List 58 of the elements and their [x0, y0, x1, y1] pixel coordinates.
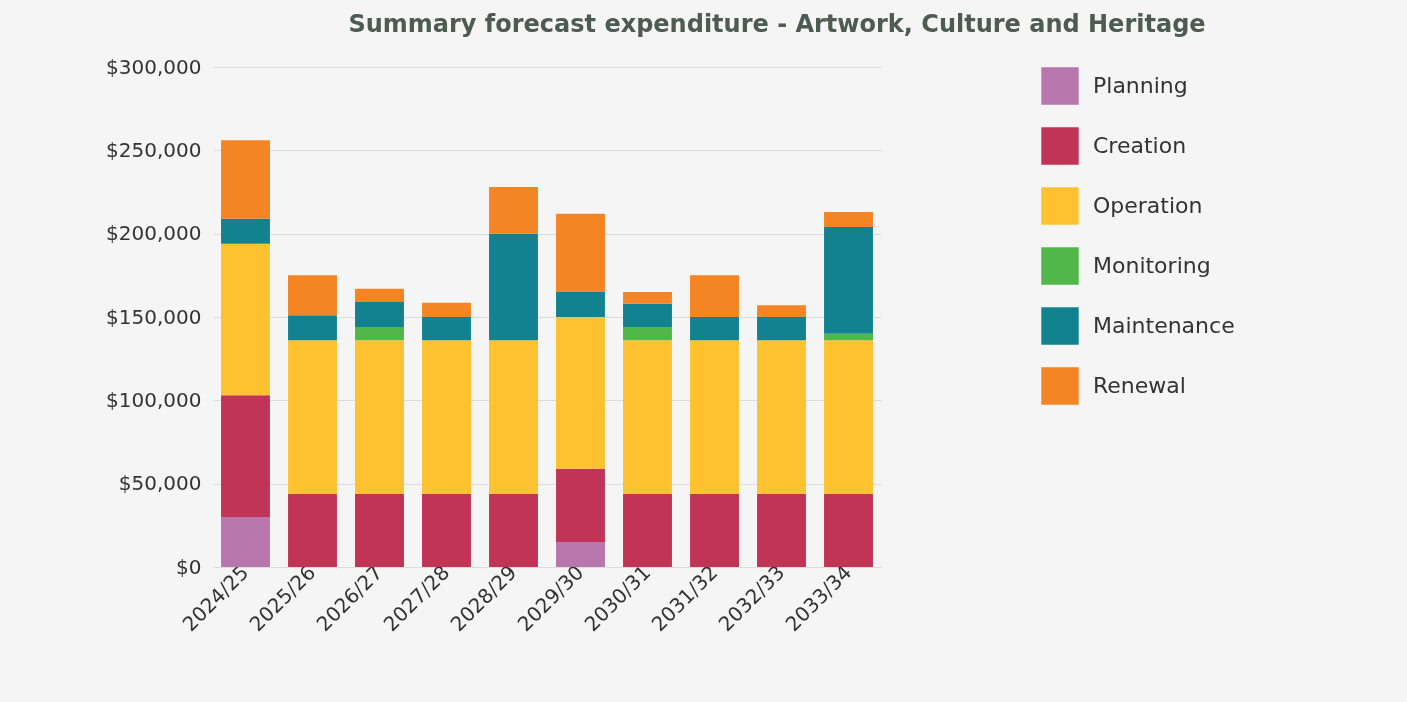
- legend-label: Planning: [1093, 73, 1188, 98]
- bar: [623, 340, 672, 494]
- bar: [824, 493, 873, 567]
- bar: [556, 468, 605, 542]
- bar: [489, 340, 538, 494]
- bar: [221, 517, 270, 567]
- bar: [824, 212, 873, 227]
- bar: [824, 227, 873, 334]
- y-tick-label: $200,000: [106, 221, 202, 246]
- legend-label: Operation: [1093, 193, 1203, 218]
- bar: [355, 340, 404, 494]
- bar: [355, 288, 404, 302]
- legend-label: Creation: [1093, 133, 1187, 158]
- bar: [489, 493, 538, 567]
- bar: [355, 302, 404, 327]
- legend-label: Maintenance: [1093, 313, 1235, 338]
- bar: [556, 542, 605, 567]
- legend-label: Renewal: [1093, 373, 1186, 398]
- y-tick-label: $250,000: [106, 137, 202, 162]
- bar: [288, 315, 337, 341]
- bar: [422, 340, 471, 494]
- bar: [757, 493, 806, 567]
- bar: [556, 213, 605, 292]
- bar: [824, 340, 873, 494]
- bar: [690, 317, 739, 341]
- bar: [489, 187, 538, 234]
- bar: [824, 333, 873, 341]
- bar: [623, 303, 672, 327]
- y-tick-label: $50,000: [118, 471, 202, 496]
- bar: [221, 243, 270, 396]
- chart-title: Summary forecast expenditure - Artwork, Culture and Heritage: [348, 10, 1206, 38]
- bar: [757, 317, 806, 341]
- bar: [288, 493, 337, 567]
- bar: [556, 317, 605, 469]
- bar: [757, 340, 806, 494]
- bar: [623, 292, 672, 304]
- bar: [221, 218, 270, 244]
- bar: [690, 340, 739, 494]
- y-tick-label: $150,000: [106, 304, 202, 329]
- bar: [355, 327, 404, 341]
- bar: [757, 305, 806, 317]
- bar: [690, 493, 739, 567]
- legend-label: Monitoring: [1093, 253, 1211, 278]
- bar: [489, 233, 538, 341]
- bar: [623, 327, 672, 341]
- bar: [422, 317, 471, 341]
- bar: [422, 302, 471, 317]
- bar: [690, 275, 739, 317]
- y-tick-label: $100,000: [106, 387, 202, 412]
- bar: [556, 292, 605, 317]
- bar: [623, 493, 672, 567]
- bar: [355, 493, 404, 567]
- bar: [221, 395, 270, 517]
- bar: [288, 275, 337, 316]
- bar: [221, 140, 270, 219]
- bar: [422, 493, 471, 567]
- y-tick-label: $300,000: [106, 54, 202, 79]
- bar: [288, 340, 337, 494]
